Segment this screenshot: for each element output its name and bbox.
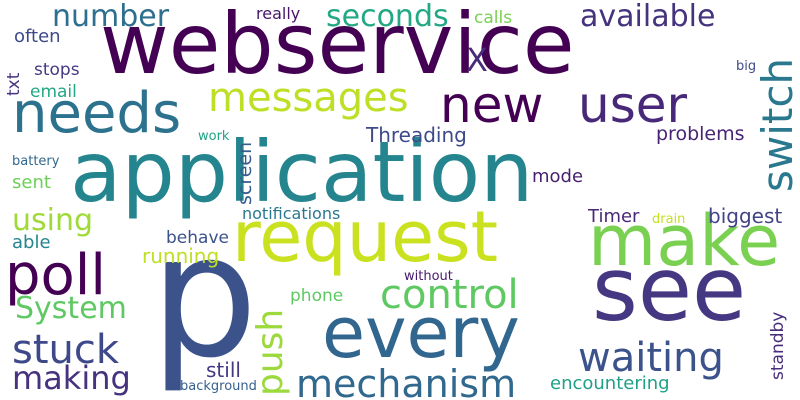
word-encountering: encountering [550,375,670,393]
word-stops: stops [34,62,80,79]
word-battery: battery [12,155,59,168]
word-see: see [592,246,746,334]
word-txt: txt [6,56,28,96]
word-often: often [14,28,61,46]
word-still: still [206,360,241,380]
word-switch: switch [757,2,800,192]
word-phone: phone [290,288,343,305]
word-x: X [466,44,488,76]
word-system: System [15,294,127,324]
word-threading: Threading [366,125,467,145]
word-waiting: waiting [578,338,724,378]
word-work: work [198,130,229,143]
word-problems: problems [656,125,745,144]
word-mode: mode [532,168,583,186]
word-timer: Timer [588,208,639,226]
word-messages: messages [208,78,409,118]
word-making: making [12,362,131,394]
word-without: without [404,270,453,283]
word-sent: sent [12,174,51,192]
word-seconds: seconds [326,2,449,32]
word-really: really [256,6,300,22]
word-drain: drain [652,213,685,226]
word-background: background [180,380,257,393]
word-biggest: biggest [708,206,782,226]
word-push: push [253,276,289,396]
word-screen: screen [236,125,258,205]
word-big: big [736,60,756,73]
word-available: available [580,2,715,32]
word-mechanism: mechanism [296,365,516,400]
word-standby: standby [770,300,792,380]
word-running: running [142,246,219,266]
word-number: number [52,2,169,32]
word-email: email [30,84,77,101]
word-notifications: notifications [242,206,340,222]
word-able: able [12,234,51,252]
word-calls: calls [474,10,512,27]
